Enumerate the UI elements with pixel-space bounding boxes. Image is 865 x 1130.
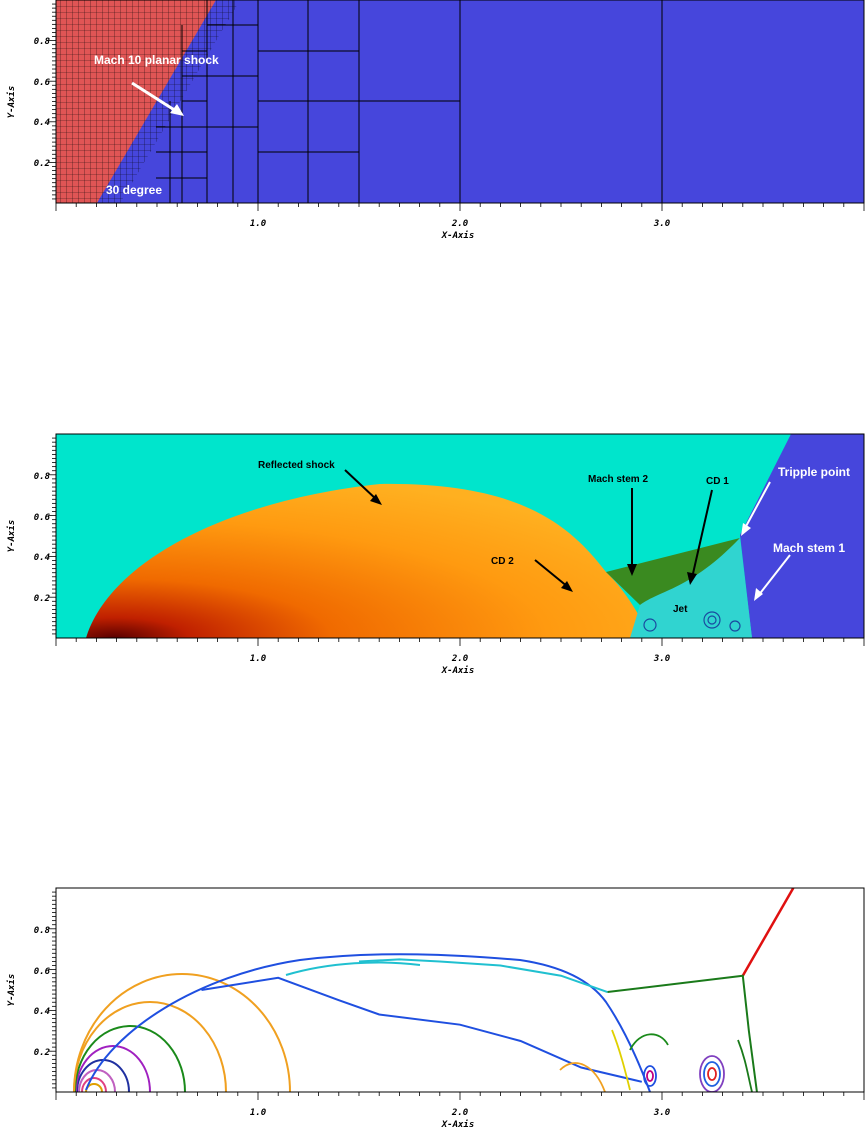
amr-mesh-panel: Mach 10 planar shock 30 degree 1.0 2.0 3… xyxy=(0,0,865,250)
tripple-point-label: Tripple point xyxy=(778,465,850,479)
mach-stem-2-label: Mach stem 2 xyxy=(588,474,648,485)
y-tick-label: 0.2 xyxy=(34,159,50,169)
annotation-arrows-white xyxy=(743,481,791,597)
plot-background xyxy=(56,888,864,1092)
y-axis-title: Y-Axis xyxy=(6,86,17,119)
y-tick-label: 0.6 xyxy=(34,78,51,88)
y-tick-label: 0.2 xyxy=(34,1048,50,1058)
cd2-label: CD 2 xyxy=(491,556,514,567)
contour-plot: 1.0 2.0 3.0 0.2 0.4 0.6 0.8 X-Axis Y-Axi… xyxy=(6,887,865,1130)
jet-region xyxy=(630,538,752,638)
mach-stem-1-label: Mach stem 1 xyxy=(773,541,845,555)
y-tick-label: 0.2 xyxy=(34,594,50,604)
annotation-arrows-black xyxy=(344,469,713,588)
jet-contours xyxy=(559,1029,753,1092)
y-tick-label: 0.8 xyxy=(34,472,50,482)
contour-series-line xyxy=(741,888,795,977)
x-tick-label: 3.0 xyxy=(653,219,671,229)
contour-series-line xyxy=(607,974,758,1092)
y-tick-label: 0.8 xyxy=(34,926,50,936)
contour-lines xyxy=(73,953,651,1092)
contour-panel: 1.0 2.0 3.0 0.2 0.4 0.6 0.8 X-Axis Y-Axi… xyxy=(0,880,865,1130)
x-axis-title: X-Axis xyxy=(441,230,475,241)
x-axis-title: X-Axis xyxy=(441,1119,475,1130)
shocked-bubble xyxy=(86,483,650,638)
density-panel: Reflected shock Mach stem 2 CD 1 Tripple… xyxy=(0,430,865,680)
annotation-arrowheads-white xyxy=(741,523,763,601)
y-tick-label: 0.8 xyxy=(34,37,50,47)
x-tick-label: 1.0 xyxy=(250,219,267,229)
y-axis-title: Y-Axis xyxy=(6,974,17,1007)
jet-label: Jet xyxy=(673,604,688,615)
y-axis-title: Y-Axis xyxy=(6,520,17,553)
shock-label: Mach 10 planar shock xyxy=(94,53,219,67)
density-plot: Reflected shock Mach stem 2 CD 1 Tripple… xyxy=(6,433,865,676)
mach-stem-region xyxy=(606,538,740,605)
shock-arrowhead xyxy=(170,104,184,116)
x-axis-title: X-Axis xyxy=(441,665,475,676)
y-tick-label: 0.6 xyxy=(34,967,51,977)
annotation-arrowheads-black xyxy=(370,494,697,592)
axes-ticks xyxy=(48,891,865,1100)
post-shock-region xyxy=(740,434,864,638)
cd1-label: CD 1 xyxy=(706,476,729,487)
x-tick-label: 2.0 xyxy=(451,219,469,229)
axes-ticks xyxy=(48,437,865,646)
amr-mesh-plot: Mach 10 planar shock 30 degree 1.0 2.0 3… xyxy=(6,0,865,241)
y-tick-label: 0.6 xyxy=(34,513,51,523)
contour-series-line xyxy=(358,958,608,993)
x-tick-label: 3.0 xyxy=(653,1108,671,1118)
coarse-mesh-lines xyxy=(156,0,663,203)
axes-ticks xyxy=(48,3,865,211)
shock-arrow xyxy=(131,81,177,113)
y-tick-label: 0.4 xyxy=(34,553,50,563)
x-tick-label: 1.0 xyxy=(250,1108,267,1118)
y-tick-label: 0.4 xyxy=(34,1007,50,1017)
x-tick-label: 1.0 xyxy=(250,654,267,664)
reflected-shock-label: Reflected shock xyxy=(258,460,335,471)
x-tick-label: 2.0 xyxy=(451,654,469,664)
x-tick-label: 2.0 xyxy=(451,1108,469,1118)
jet-vortices xyxy=(643,611,741,632)
x-tick-label: 3.0 xyxy=(653,654,671,664)
angle-label: 30 degree xyxy=(106,183,162,197)
y-tick-label: 0.4 xyxy=(34,118,50,128)
